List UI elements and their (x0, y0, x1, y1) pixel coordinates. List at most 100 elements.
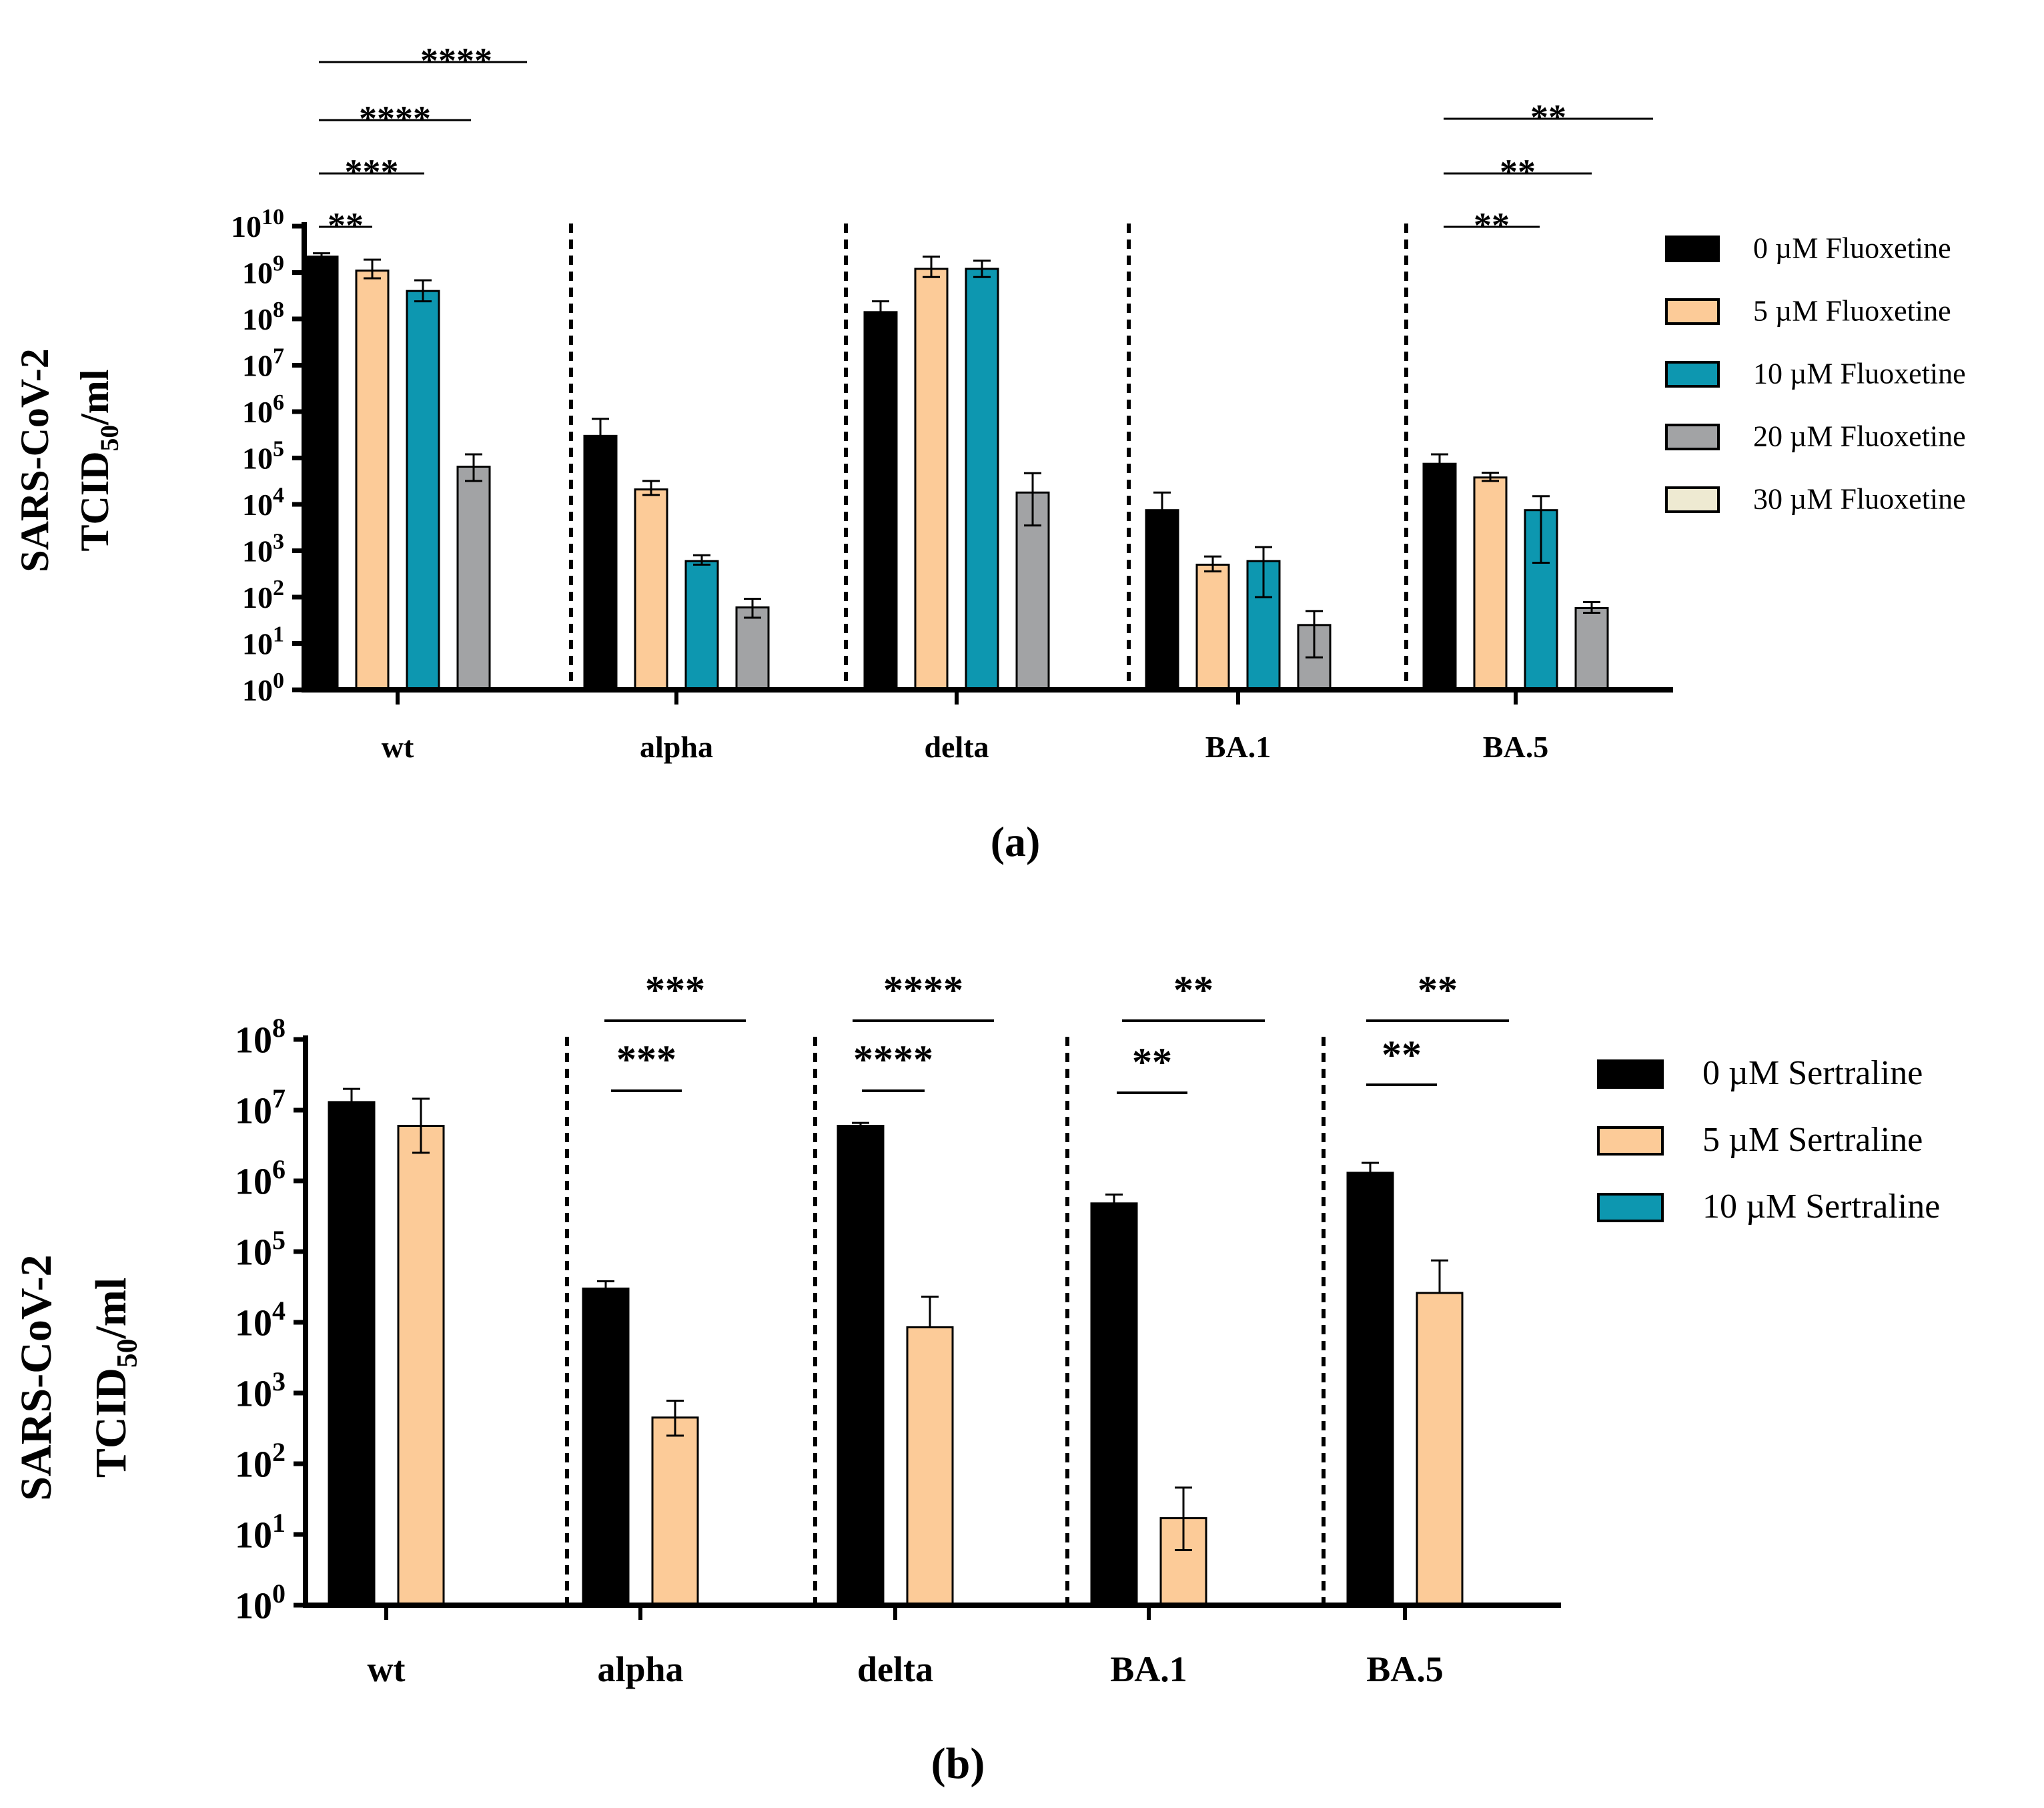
y-tick-label: 104 (242, 483, 284, 522)
x-tick-label: alpha (597, 1649, 683, 1689)
y-tick-label: 1010 (231, 205, 284, 244)
bar (651, 1416, 699, 1607)
legend: 0 µM Sertraline 5 µM Sertraline 10 µM Sert… (1597, 1054, 1940, 1226)
legend-swatch (1597, 1193, 1664, 1222)
significance-label: **** (420, 41, 492, 81)
bar (965, 268, 999, 691)
bar (684, 560, 719, 691)
bar (583, 434, 618, 691)
y-axis-unit-label: TCID50/ml (87, 1278, 143, 1478)
y-axis-label: SARS-CoV-2 (12, 1254, 61, 1500)
x-tick-label: delta (857, 1649, 933, 1689)
legend-label: 5 µM Fluoxetine (1753, 295, 1951, 328)
x-tick-label: BA.5 (1483, 730, 1548, 764)
legend-swatch (1597, 1126, 1664, 1156)
x-tick-label: BA.5 (1366, 1649, 1444, 1689)
bars (304, 252, 1609, 691)
significance-label: **** (853, 1037, 933, 1081)
bar (1195, 563, 1230, 691)
bar (1145, 509, 1179, 691)
significance-label: ** (1132, 1040, 1172, 1084)
bar (1015, 491, 1050, 691)
bar (914, 268, 949, 691)
y-tick-label: 103 (235, 1366, 286, 1415)
bar (1090, 1202, 1138, 1607)
y-axis: 100 101 102 103 104 105 106 107 108 109 1010 (231, 205, 304, 707)
panel-a: 100 101 102 103 104 105 106 107 108 109 1010 SARS-C… (13, 205, 1966, 865)
significance-label: ** (1530, 97, 1566, 137)
legend-swatch (1665, 236, 1720, 262)
bars (328, 1087, 1464, 1607)
legend-label: 10 µM Fluoxetine (1753, 358, 1966, 390)
significance-label: ** (1418, 968, 1458, 1012)
x-tick-label: delta (924, 730, 989, 764)
significance-label: ** (1173, 968, 1213, 1012)
bar (1346, 1172, 1394, 1607)
bar (735, 606, 770, 691)
bar (582, 1287, 630, 1607)
bar (1416, 1292, 1464, 1607)
y-tick-label: 108 (235, 1013, 286, 1061)
bar (355, 270, 390, 691)
legend-label: 0 µM Sertraline (1702, 1054, 1923, 1092)
legend-label: 30 µM Fluoxetine (1753, 483, 1966, 516)
y-tick-label: 104 (235, 1296, 286, 1344)
y-axis: 100 101 102 103 104 105 106 107 108 (235, 1013, 306, 1627)
y-tick-label: 105 (235, 1225, 286, 1274)
y-tick-label: 108 (242, 298, 284, 336)
bar (406, 290, 440, 691)
x-tick-label: wt (382, 730, 414, 764)
x-tick-label: alpha (640, 730, 713, 764)
y-tick-label: 103 (242, 529, 284, 568)
bar (1473, 476, 1508, 691)
significance-b: ********************** (604, 968, 1509, 1094)
y-tick-label: 101 (242, 622, 284, 660)
y-tick-label: 100 (235, 1578, 286, 1627)
y-tick-label: 101 (235, 1508, 286, 1556)
bar (837, 1125, 885, 1607)
bar (1422, 462, 1457, 691)
bar (634, 488, 668, 691)
y-tick-label: 107 (235, 1083, 286, 1132)
bar (397, 1125, 445, 1607)
bar (456, 466, 491, 691)
y-tick-label: 109 (242, 251, 284, 290)
bar (906, 1326, 954, 1607)
significance-label: **** (359, 99, 431, 139)
legend-swatch (1597, 1059, 1664, 1089)
y-axis-label: SARS-CoV-2 (13, 348, 57, 572)
legend-label: 0 µM Fluoxetine (1753, 232, 1951, 265)
legend-swatch (1665, 298, 1720, 325)
y-tick-label: 106 (242, 390, 284, 429)
significance-a: ******************* (319, 41, 1653, 246)
significance-label: *** (616, 1037, 676, 1081)
x-tick-label: BA.1 (1110, 1649, 1187, 1689)
y-tick-label: 102 (235, 1437, 286, 1486)
panel-b: 100 101 102 103 104 105 106 107 108 SARS-CoV-2 TCI… (12, 1013, 1940, 1788)
bar (304, 256, 339, 691)
significance-label: ** (328, 205, 364, 246)
panel-label: (b) (931, 1739, 985, 1788)
significance-label: ** (1474, 205, 1510, 246)
significance-label: *** (645, 968, 705, 1012)
significance-label: ** (1382, 1033, 1422, 1077)
x-tick-label: wt (368, 1649, 406, 1689)
significance-label: **** (883, 968, 963, 1012)
legend-swatch (1665, 361, 1720, 388)
x-tick-label: BA.1 (1205, 730, 1271, 764)
legend: 0 µM Fluoxetine 5 µM Fluoxetine 10 µM Fluo… (1665, 232, 1966, 516)
bar (328, 1101, 376, 1607)
legend-label: 20 µM Fluoxetine (1753, 420, 1966, 453)
legend-swatch (1665, 486, 1720, 513)
bar (1574, 606, 1609, 691)
legend-swatch (1665, 424, 1720, 450)
y-axis-unit-label: TCID50/ml (73, 370, 124, 552)
significance-label: *** (345, 152, 399, 192)
y-tick-label: 106 (235, 1154, 286, 1203)
y-tick-label: 105 (242, 436, 284, 475)
y-tick-label: 102 (242, 576, 284, 614)
panel-label: (a) (991, 818, 1041, 865)
y-tick-label: 107 (242, 344, 284, 382)
bar (863, 311, 898, 691)
